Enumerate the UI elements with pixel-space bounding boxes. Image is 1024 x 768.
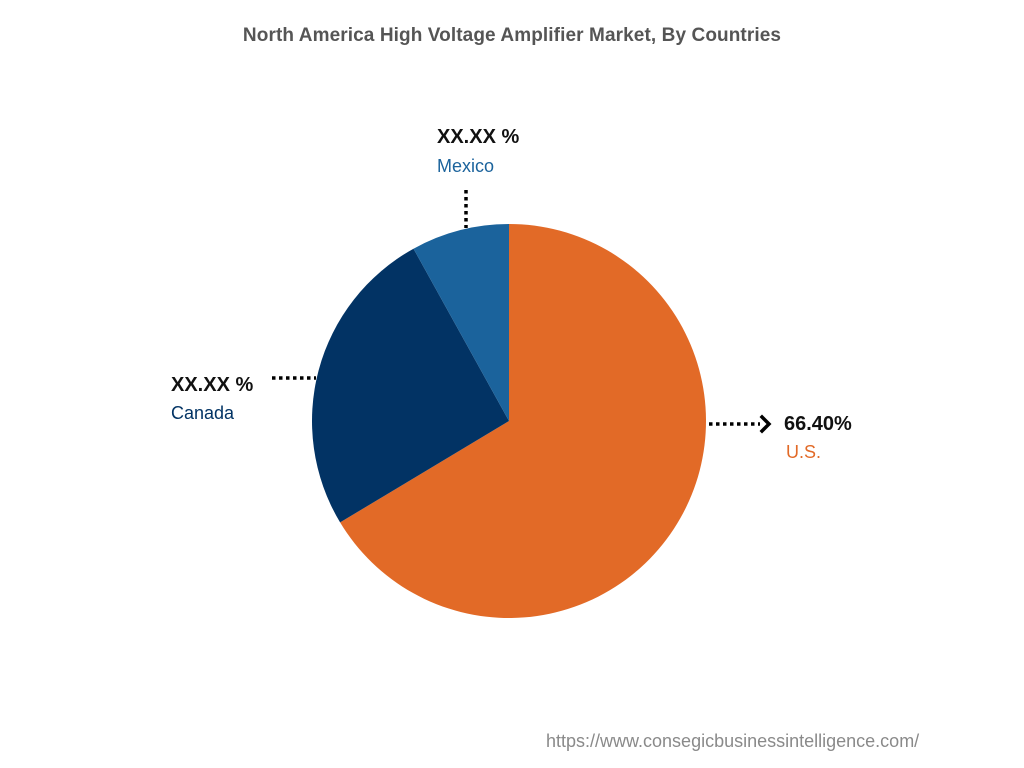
canada-name-label: Canada [171,403,235,423]
us-value-label: 66.40% [784,413,852,435]
pie-slice-mexico [413,224,509,421]
pie-slice-canada [312,248,509,523]
source-url: https://www.consegicbusinessintelligence… [546,731,920,751]
mexico-value-label: XX.XX % [437,126,520,148]
mexico-name-label: Mexico [437,156,495,176]
pie-slice-us [340,224,706,618]
us-arrow-icon [759,414,772,434]
chart-title: North America High Voltage Amplifier Mar… [242,25,782,46]
canada-value-label: XX.XX % [171,374,254,396]
us-name-label: U.S. [786,442,822,462]
